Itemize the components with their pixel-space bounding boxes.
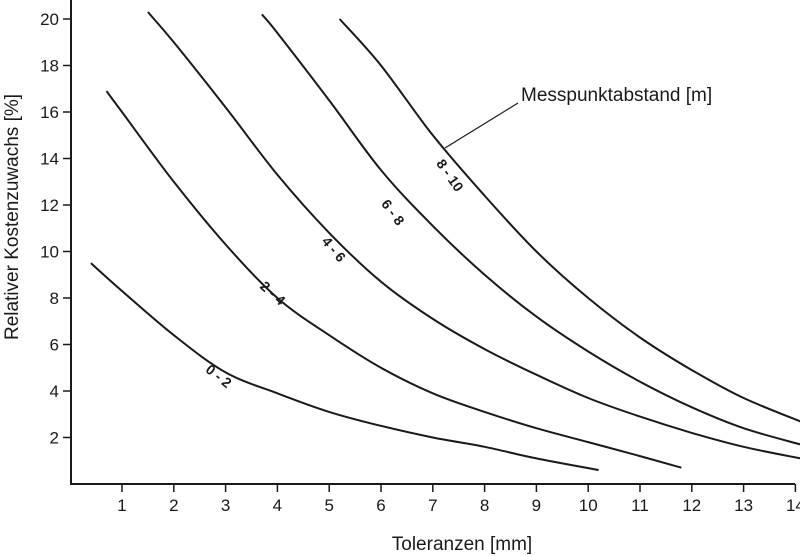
curve-labels: 0 - 22 - 44 - 66 - 88 - 10 [203, 156, 467, 391]
series-line-8-10 [338, 18, 800, 423]
x-tick-label-2: 2 [169, 496, 178, 515]
x-axis-title: Toleranzen [mm] [392, 534, 532, 555]
x-tick-label-4: 4 [273, 496, 282, 515]
series-line-4-6 [147, 11, 800, 460]
y-tick-label-18: 18 [40, 57, 59, 76]
series-line-0-2 [90, 262, 599, 472]
annotation-label: Messpunktabstand [m] [521, 85, 712, 106]
axes [70, 0, 795, 485]
series-label-0-2: 0 - 2 [203, 361, 235, 391]
x-tick-label-11: 11 [631, 496, 649, 515]
y-tick-label-20: 20 [40, 10, 59, 29]
y-tick-label-10: 10 [40, 243, 59, 262]
x-tick-label-9: 9 [532, 496, 541, 515]
y-tick-label-4: 4 [50, 382, 59, 401]
y-tick-label-8: 8 [50, 289, 59, 308]
x-tick-label-3: 3 [221, 496, 230, 515]
y-tick-label-14: 14 [40, 150, 59, 169]
x-ticks: 1234567891011121314 [117, 484, 800, 515]
x-tick-label-10: 10 [579, 496, 598, 515]
x-tick-label-7: 7 [428, 496, 437, 515]
annotation-leader [444, 102, 519, 149]
x-tick-label-12: 12 [682, 496, 701, 515]
series-label-8-10: 8 - 10 [433, 156, 467, 195]
series-label-4-6: 4 - 6 [319, 233, 349, 265]
x-tick-label-5: 5 [324, 496, 333, 515]
x-tick-label-1: 1 [117, 496, 126, 515]
x-tick-label-6: 6 [376, 496, 385, 515]
series-line-2-4 [105, 90, 682, 469]
y-tick-label-16: 16 [40, 103, 59, 122]
y-ticks: 2 4 6 8 10 12 14 16 18 20 [40, 10, 71, 448]
y-tick-label-12: 12 [40, 196, 59, 215]
curves [90, 11, 800, 472]
series-label-6-8: 6 - 8 [378, 196, 408, 228]
x-tick-label-8: 8 [480, 496, 489, 515]
x-tick-label-13: 13 [734, 496, 753, 515]
y-tick-label-6: 6 [50, 336, 59, 355]
series-line-6-8 [261, 13, 800, 446]
x-tick-label-14: 14 [786, 496, 800, 515]
y-tick-label-2: 2 [50, 429, 59, 448]
y-axis-title: Relativer Kostenzuwachs [%] [2, 94, 23, 340]
